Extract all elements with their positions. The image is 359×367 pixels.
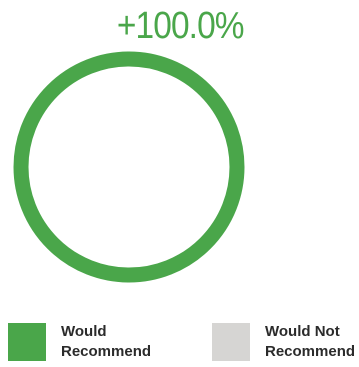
donut-slice-would-recommend: [13, 51, 245, 283]
legend-item-would-not-recommend: Would Not Recommend: [212, 320, 359, 364]
legend-item-would-recommend: Would Recommend: [8, 320, 178, 364]
legend-label-line2: Recommend: [265, 343, 356, 360]
legend-label-line1: Would Not: [265, 323, 340, 340]
legend-label-line1: Would: [61, 323, 107, 340]
legend-swatch-would-not-recommend: [212, 323, 250, 361]
legend-swatch-would-recommend: [8, 323, 46, 361]
percentage-headline: +100.0%: [116, 5, 245, 47]
legend-label-line2: Recommend: [61, 343, 152, 360]
legend-label-would-recommend: Would Recommend: [61, 322, 161, 362]
legend-label-would-not-recommend: Would Not Recommend: [265, 322, 359, 362]
